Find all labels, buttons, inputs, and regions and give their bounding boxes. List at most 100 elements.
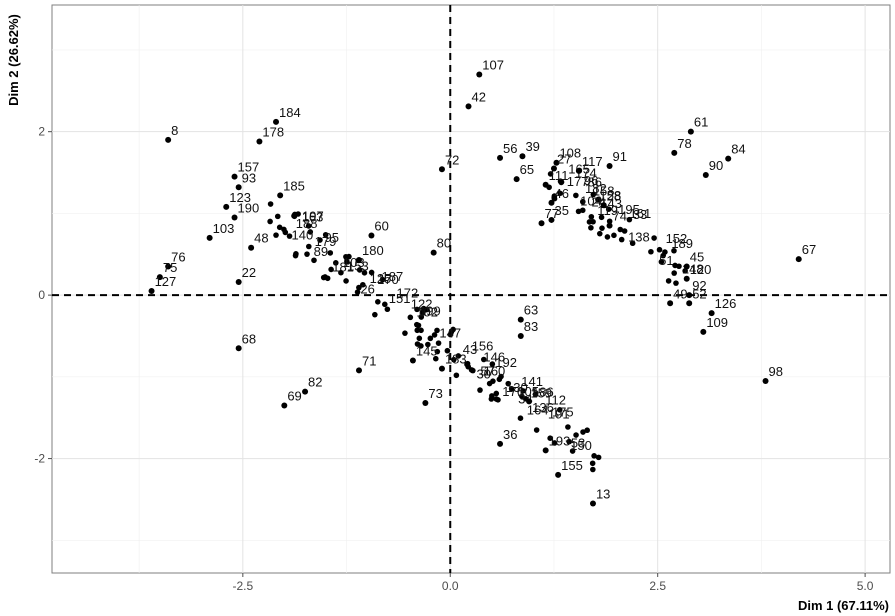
cluster-point — [611, 232, 617, 239]
point-label: 176 — [502, 384, 524, 399]
data-point — [438, 365, 445, 372]
cluster-point — [343, 253, 349, 260]
point-label: 182 — [585, 181, 607, 196]
cluster-point — [547, 435, 553, 442]
cluster-point — [606, 218, 613, 225]
cluster-point — [267, 201, 274, 207]
point-label: 177 — [567, 174, 589, 189]
cluster-point — [556, 407, 563, 413]
cluster-point — [414, 306, 420, 313]
cluster-point — [451, 356, 457, 363]
point-label: 147 — [439, 326, 461, 341]
point-label: 86 — [588, 174, 602, 189]
point-label: 146 — [483, 350, 505, 365]
cluster-point — [276, 224, 283, 231]
point-label: 150 — [570, 438, 592, 453]
point-label: 180 — [362, 243, 384, 258]
data-point — [368, 232, 375, 239]
cluster-point — [489, 361, 496, 367]
data-point — [553, 159, 560, 166]
point-label: 161 — [630, 206, 652, 221]
cluster-point — [384, 306, 391, 313]
cluster-point — [573, 432, 579, 438]
point-label: 108 — [559, 146, 581, 161]
point-label: 8 — [171, 123, 178, 138]
point-label: 170 — [377, 272, 399, 287]
point-label: 151 — [389, 291, 411, 306]
point-label: 61 — [694, 115, 708, 130]
x-tick-label: 5.0 — [857, 579, 874, 593]
cluster-point — [665, 278, 672, 284]
point-label: 68 — [242, 331, 256, 346]
data-point — [555, 471, 562, 478]
point-label: 127 — [155, 274, 177, 289]
y-tick-label: 2 — [38, 125, 45, 139]
cluster-point — [418, 314, 425, 320]
cluster-point — [519, 393, 525, 400]
cluster-point — [273, 232, 279, 238]
data-point — [550, 165, 557, 172]
point-label: 83 — [524, 319, 538, 334]
cluster-point — [595, 196, 601, 203]
point-label: 112 — [545, 392, 566, 407]
point-label: 56 — [503, 141, 517, 156]
cluster-point — [295, 211, 301, 217]
point-label: 190 — [238, 200, 260, 215]
point-label: 42 — [472, 89, 486, 104]
point-label: 140 — [291, 228, 313, 243]
cluster-point — [468, 367, 475, 373]
point-label: 136 — [532, 400, 554, 415]
data-point — [538, 220, 545, 227]
cluster-point — [489, 393, 495, 399]
point-label: 125 — [370, 271, 392, 286]
cluster-point — [671, 270, 677, 276]
cluster-point — [596, 230, 603, 237]
data-point — [687, 128, 694, 135]
point-label: 141 — [521, 374, 543, 389]
point-label: 128 — [599, 189, 621, 204]
point-label: 90 — [709, 158, 723, 173]
cluster-point — [588, 224, 594, 231]
data-point — [235, 345, 242, 352]
point-label: 160 — [484, 364, 506, 379]
cluster-point — [282, 229, 289, 236]
data-point — [273, 118, 280, 125]
cluster-point — [676, 263, 682, 270]
point-label: 189 — [671, 236, 693, 251]
x-tick-label: 0.0 — [442, 579, 459, 593]
data-point — [548, 199, 555, 206]
cluster-point — [579, 198, 586, 205]
data-point — [667, 300, 674, 307]
point-label: 193 — [549, 433, 571, 448]
point-label: 185 — [283, 178, 305, 193]
reference-lines — [52, 5, 890, 573]
cluster-point — [590, 466, 596, 473]
data-point — [548, 216, 555, 223]
data-point — [542, 447, 549, 454]
cluster-point — [416, 335, 423, 342]
cluster-point — [573, 192, 579, 199]
data-point — [156, 274, 163, 281]
point-label: 22 — [242, 265, 256, 280]
cluster-point — [360, 281, 366, 288]
point-label: 91 — [613, 149, 627, 164]
point-label: 74 — [613, 209, 627, 224]
point-label: 157 — [238, 160, 260, 175]
point-label: 67 — [802, 242, 816, 257]
data-point — [235, 184, 242, 191]
cluster-point — [291, 213, 297, 219]
cluster-point — [356, 267, 363, 273]
cluster-point — [517, 415, 524, 422]
cluster-point — [533, 427, 540, 433]
data-point — [355, 367, 362, 374]
cluster-point — [435, 340, 442, 346]
cluster-point — [307, 229, 314, 235]
data-point — [702, 171, 709, 178]
x-tick-label: -2.5 — [232, 579, 253, 593]
cluster-point — [671, 247, 677, 254]
cluster-point — [320, 274, 327, 281]
point-label: 195 — [618, 202, 640, 217]
cluster-point — [569, 448, 576, 454]
cluster-point — [575, 208, 582, 215]
data-point — [206, 234, 213, 241]
